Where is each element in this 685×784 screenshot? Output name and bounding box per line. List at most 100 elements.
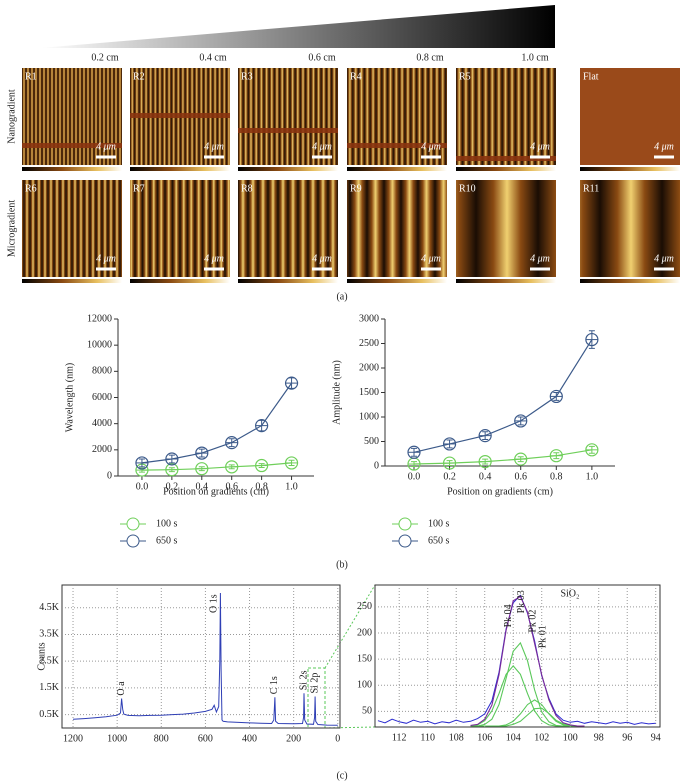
x-tick-label: 106 (477, 732, 492, 743)
marker (284, 376, 299, 390)
series-line (377, 594, 656, 725)
series-line (141, 382, 293, 464)
afm-colorbar (456, 167, 556, 171)
marker (225, 436, 239, 450)
marker (255, 458, 269, 473)
y-tick-label: 1.5K (39, 682, 60, 693)
x-tick-label: 800 (154, 733, 169, 744)
series-line (413, 449, 592, 465)
afm-image (347, 68, 447, 165)
y-tick-label: 250 (357, 601, 372, 612)
gradient-label: 0.4 cm (199, 52, 226, 63)
marker (514, 414, 528, 428)
scale-bar-label: 4 μm (530, 253, 550, 264)
marker (442, 437, 457, 451)
legend-label: 650 s (156, 535, 178, 546)
afm-colorbar (22, 279, 122, 283)
y-tick-label: 12000 (87, 313, 112, 324)
series-line (141, 462, 292, 471)
gradient-label: 0.2 cm (91, 52, 118, 63)
scale-bar-label: 4 μm (204, 253, 224, 264)
x-tick-label: 94 (651, 732, 661, 743)
afm-sample-label: R8 (241, 183, 253, 194)
y-tick-label: 100 (357, 680, 372, 691)
plot-frame (61, 584, 341, 729)
marker (442, 456, 457, 470)
y-axis-title: Wavelength (nm) (64, 363, 75, 432)
series-line (470, 595, 585, 727)
series-line (470, 707, 585, 727)
scale-bar-label: 4 μm (654, 141, 674, 152)
marker (165, 463, 179, 477)
x-tick-label: 0.6 (225, 481, 238, 492)
afm-colorbar (580, 167, 680, 171)
marker (284, 456, 299, 470)
x-tick-label: 0.2 (166, 481, 179, 492)
plot-frame (374, 584, 661, 728)
row-label: Microgradient (6, 200, 17, 257)
peak-label: Pk 01 (537, 625, 548, 648)
x-tick-label: 0.8 (255, 481, 268, 492)
peak-label: O a (116, 681, 127, 696)
marker (225, 460, 239, 474)
row-label: Nanogradient (6, 89, 17, 144)
afm-colorbar (130, 279, 230, 283)
y-tick-label: 2500 (359, 338, 379, 349)
y-tick-label: 150 (357, 653, 372, 664)
x-tick-label: 0.6 (514, 471, 527, 482)
x-tick-label: 0.4 (479, 471, 492, 482)
gradient-label: 1.0 cm (521, 52, 548, 63)
afm-defect-band (456, 156, 556, 161)
y-tick-label: 500 (364, 436, 379, 447)
y-tick-label: 6000 (92, 392, 112, 403)
afm-colorbar (22, 167, 122, 171)
y-tick-label: 0 (107, 470, 112, 481)
afm-sample-label: R3 (241, 71, 253, 82)
x-tick-label: 0 (335, 733, 340, 744)
marker (549, 389, 563, 404)
afm-image (580, 180, 680, 277)
legend-marker (126, 534, 140, 548)
scale-bar-label: 4 μm (204, 141, 224, 152)
y-axis-title: Counts (36, 642, 47, 670)
y-tick-label: 2.5K (39, 655, 60, 666)
chart-title: SiO₂ (560, 588, 579, 599)
x-tick-label: 1.0 (285, 481, 298, 492)
scale-bar-label: 4 μm (421, 253, 441, 264)
x-tick-label: 1.0 (586, 471, 599, 482)
series-line (72, 592, 338, 726)
y-tick-label: 1000 (359, 411, 379, 422)
x-tick-label: 1000 (107, 733, 127, 744)
x-tick-label: 110 (420, 732, 435, 743)
afm-defect-band (22, 143, 122, 148)
panel-label: (a) (336, 291, 347, 302)
x-tick-label: 102 (534, 732, 549, 743)
marker (549, 449, 563, 463)
marker (407, 445, 421, 459)
y-tick-label: 8000 (92, 366, 112, 377)
legend-marker (398, 534, 412, 548)
afm-colorbar (347, 167, 447, 171)
y-tick-label: 3.5K (39, 629, 60, 640)
afm-sample-label: R2 (133, 71, 145, 82)
y-tick-label: 0 (374, 460, 379, 471)
marker (165, 452, 179, 466)
afm-sample-label: R5 (459, 71, 471, 82)
x-tick-label: 0.0 (408, 471, 421, 482)
peak-label: Pk 02 (527, 610, 538, 633)
peak-label: Si 2s (298, 670, 309, 690)
x-tick-label: 200 (286, 733, 301, 744)
marker (585, 443, 599, 457)
afm-colorbar (347, 279, 447, 283)
y-tick-label: 4.5K (39, 602, 60, 613)
marker (478, 429, 492, 443)
scale-bar-label: 4 μm (96, 141, 116, 152)
zoom-connector (324, 584, 376, 669)
x-tick-label: 400 (242, 733, 257, 744)
y-tick-label: 1500 (359, 387, 379, 398)
afm-sample-label: Flat (583, 71, 599, 82)
afm-image (130, 180, 230, 277)
afm-image (347, 180, 447, 277)
peak-label: Pk 03 (516, 590, 527, 613)
